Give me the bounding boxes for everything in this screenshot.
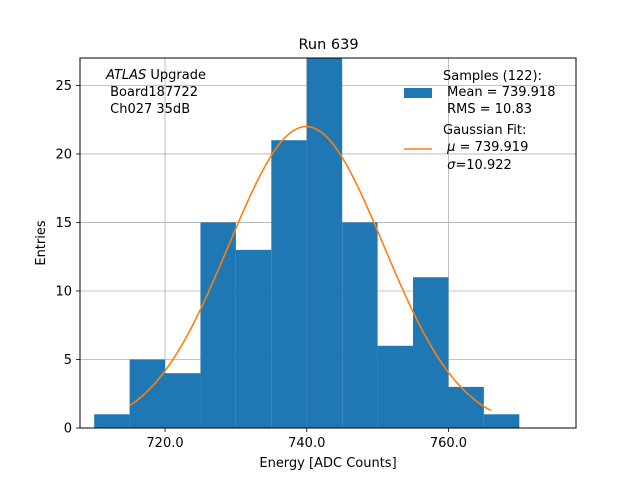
y-tick-label: 5 [64,353,72,368]
y-tick-label: 15 [55,216,72,231]
histogram-bar [94,414,130,428]
annotation-board: Board187722 [106,85,198,100]
legend-samples-title: Samples (122): [443,69,542,84]
histogram-bar [129,359,166,428]
histogram-bar [448,386,484,428]
annotation-channel: Ch027 35dB [106,102,190,117]
histogram-bar [377,345,414,428]
x-tick-label: 740.0 [288,436,325,451]
y-tick-label: 10 [55,284,72,299]
histogram-bar [306,58,343,428]
legend-samples-rms: RMS = 10.83 [443,102,532,117]
x-tick-label: 720.0 [146,436,183,451]
y-tick-label: 20 [55,147,72,162]
svg-text:σ=10.922: σ=10.922 [443,158,512,173]
histogram-bar [413,277,449,428]
svg-text:μ = 739.919: μ = 739.919 [443,140,528,155]
histogram-bar [483,414,520,428]
plot-frame [79,57,577,429]
histogram-bars [94,58,520,428]
chart-title: Run 639 [298,37,358,53]
x-tick-label: 760.0 [430,436,467,451]
y-axis-label: Entries [34,220,49,266]
atlas-annotation: ATLAS Upgrade Board187722 Ch027 35dB [105,68,206,117]
atlas-label: ATLAS [105,68,146,83]
gaussian-fit-curve [129,125,492,412]
y-axis-ticks: 0 5 10 15 20 25 [55,79,80,437]
legend: Samples (122): Mean = 739.918 RMS = 10.8… [404,69,555,173]
y-tick-label: 25 [55,79,72,94]
legend-samples-mean: Mean = 739.918 [443,85,555,100]
legend-fit-sigma: =10.922 [455,158,511,173]
legend-fit-title: Gaussian Fit: [443,123,526,138]
legend-fit-mu: = 739.919 [455,140,528,155]
histogram-bar [342,222,378,428]
x-axis-label: Energy [ADC Counts] [259,456,396,471]
histogram-bar [200,222,236,428]
x-axis-ticks: 720.0 740.0 760.0 [146,428,467,451]
legend-samples-patch [404,88,432,98]
histogram-bar [271,140,307,428]
legend-fit-sigma-symbol: σ [447,158,456,173]
histogram-bar [165,373,201,428]
svg-text:ATLAS Upgrade: ATLAS Upgrade [105,68,206,83]
histogram-bar [235,249,272,428]
legend-fit-mu-symbol: μ [446,140,455,155]
y-tick-label: 0 [64,422,72,437]
annotation-upgrade: Upgrade [146,68,206,83]
